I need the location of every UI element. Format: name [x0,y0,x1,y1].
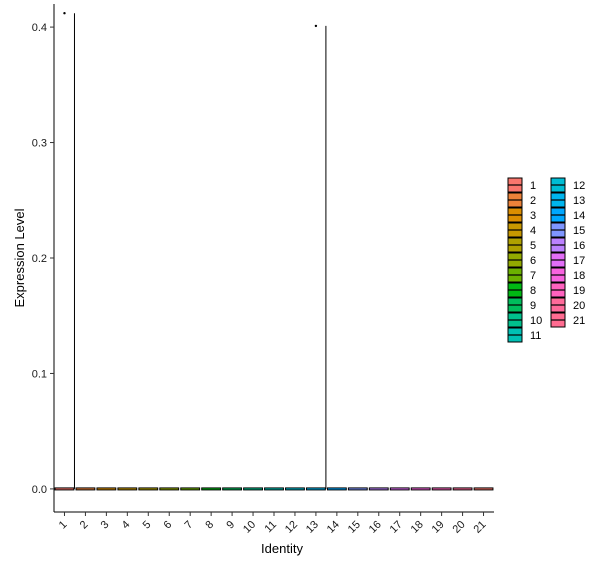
violin-body [159,487,180,491]
violin-body [138,487,159,491]
y-tick-label: 0.4 [32,22,47,34]
legend-label: 18 [573,270,585,282]
violin-body [96,487,117,491]
x-tick-label: 2 [78,519,91,532]
x-tick-label: 15 [346,519,363,536]
legend-label: 7 [530,270,536,282]
x-tick-label: 4 [120,519,133,532]
violin-body [410,487,431,491]
x-tick-label: 21 [471,519,488,536]
violin-body [326,487,347,491]
violin-body [201,487,222,491]
x-tick-label: 16 [367,519,384,536]
y-tick-label: 0.3 [32,138,47,150]
violin-body [75,487,96,491]
x-axis-title: Identity [261,541,303,556]
legend-label: 1 [530,180,536,192]
legend-label: 11 [530,330,541,342]
violin-body [222,487,243,491]
x-tick-label: 9 [224,519,237,532]
x-tick-label: 8 [203,519,216,532]
violin-body [368,487,389,491]
legend-label: 14 [573,210,585,222]
x-tick-label: 17 [388,519,405,536]
legend-label: 10 [530,315,542,327]
legend-label: 16 [573,240,585,252]
x-tick-label: 5 [141,519,154,532]
legend-label: 4 [530,225,536,237]
legend-label: 2 [530,195,536,207]
legend-label: 15 [573,225,585,237]
x-tick-label: 7 [182,519,195,532]
legend-label: 8 [530,285,536,297]
legend-label: 6 [530,255,536,267]
violin-body [389,487,410,491]
legend-label: 9 [530,300,536,312]
legend-label: 13 [573,195,585,207]
x-tick-label: 1 [57,519,70,532]
legend-label: 20 [573,300,585,312]
legend-label: 21 [573,315,585,327]
x-tick-label: 3 [99,519,112,532]
x-tick-label: 14 [325,519,342,536]
legend-label: 17 [573,255,585,267]
x-tick-label: 20 [451,519,468,536]
violin-body [347,487,368,491]
violin-body [285,487,305,491]
violin-body [452,487,473,491]
x-tick-label: 13 [304,519,321,536]
legend-label: 3 [530,210,536,222]
jitter-point [63,12,66,15]
violin-body [473,487,494,491]
violin-body [54,487,75,491]
x-tick-label: 6 [162,519,175,532]
legend-label: 19 [573,285,585,297]
legend-label: 12 [573,180,585,192]
legend-label: 5 [530,240,536,252]
violin-body [180,487,201,491]
x-tick-label: 11 [263,519,280,536]
violin-body [431,487,452,491]
y-axis-title: Expression Level [12,208,27,307]
y-tick-label: 0.2 [32,253,47,265]
violin-body [117,487,138,491]
x-tick-label: 19 [430,519,447,536]
x-tick-label: 10 [241,519,258,536]
x-tick-label: 18 [409,519,426,536]
violin-body [264,487,284,491]
x-tick-label: 12 [283,519,300,536]
violin-body [305,487,326,491]
y-tick-label: 0.1 [32,368,47,380]
y-tick-label: 0.0 [32,484,47,496]
violin-body [243,487,263,491]
jitter-point [314,24,318,28]
